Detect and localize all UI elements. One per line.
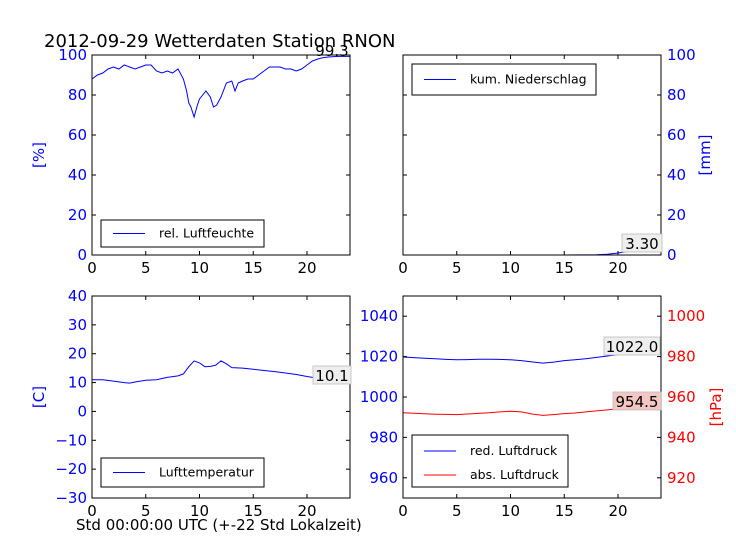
panel-temperature: 0 5 10 15 20 −30 −20 −10 0 10 20 30 40 [C] Lufttempera… xyxy=(30,287,351,520)
y-tick-label-temperature-5: 20 xyxy=(68,345,87,363)
annotation-temperature-box xyxy=(312,365,352,385)
series-line-humidity-0 xyxy=(91,55,350,119)
annotation-humidity: 99.3 xyxy=(315,42,348,60)
figure-title: 2012-09-29 Wetterdaten Station RNON xyxy=(44,31,396,52)
y-axis-label-humidity: [%] xyxy=(30,142,48,168)
y-tick-label-pressure-0: 960 xyxy=(369,469,398,487)
annotation-temperature: 10.1 xyxy=(315,367,348,385)
x-tick-label-humidity-1: 5 xyxy=(141,259,151,277)
y2-tick-label-pressure-2: 960 xyxy=(667,388,696,406)
annotation-pressure-red-box xyxy=(603,336,661,356)
x-tick-label-precipitation-2: 10 xyxy=(501,259,520,277)
y-tick-label-humidity-1: 20 xyxy=(68,206,87,224)
axes-frame-precipitation xyxy=(402,54,662,256)
y-tick-label-temperature-4: 10 xyxy=(68,374,87,392)
y2-axis-label-pressure: [hPa] xyxy=(707,388,725,427)
y-tick-label-temperature-2: −10 xyxy=(55,431,87,449)
legend-precipitation: kum. Niederschlag xyxy=(411,63,597,96)
series-line-temperature-0 xyxy=(92,360,351,384)
annotation-pressure-abs-box xyxy=(612,391,662,411)
y-tick-label-precipitation-5: 100 xyxy=(667,46,696,64)
x-tick-label-temperature-0: 0 xyxy=(87,502,97,520)
x-tick-label-pressure-0: 0 xyxy=(398,502,408,520)
panel-humidity: 0 5 10 15 20 0 20 40 60 80 100 [%] rel. Luftfeuchte xyxy=(30,46,351,277)
y-tick-label-precipitation-2: 40 xyxy=(667,166,686,184)
legend-label-precipitation-0: kum. Niederschlag xyxy=(470,72,587,87)
y-tick-label-pressure-1: 980 xyxy=(369,428,398,446)
legend-box-pressure xyxy=(411,434,569,488)
x-tick-label-pressure-1: 5 xyxy=(452,502,462,520)
x-tick-label-temperature-3: 15 xyxy=(244,502,263,520)
y2-tick-label-pressure-0: 920 xyxy=(667,469,696,487)
x-tick-label-pressure-2: 10 xyxy=(501,502,520,520)
annotation-pressure-abs: 954.5 xyxy=(616,393,659,411)
axes-frame-temperature xyxy=(91,295,351,499)
y-tick-label-humidity-0: 0 xyxy=(77,246,87,264)
x-tick-label-precipitation-1: 5 xyxy=(452,259,462,277)
y-tick-label-humidity-2: 40 xyxy=(68,166,87,184)
x-axis-caption: Std 00:00:00 UTC (+-22 Std Lokalzeit) xyxy=(76,516,362,534)
y-tick-label-pressure-2: 1000 xyxy=(360,388,398,406)
y-tick-label-precipitation-3: 60 xyxy=(667,126,686,144)
panel-precipitation: 0 5 10 15 20 0 20 40 60 80 100 [mm] kum. Niederschla… xyxy=(398,46,714,277)
annotation-precipitation: 3.30 xyxy=(625,235,658,253)
y-tick-label-humidity-3: 60 xyxy=(68,126,87,144)
legend-temperature: Lufttemperatur xyxy=(100,457,265,488)
y-axis-label-precipitation: [mm] xyxy=(696,135,714,176)
y-tick-label-humidity-4: 80 xyxy=(68,86,87,104)
y-tick-label-temperature-3: 0 xyxy=(77,402,87,420)
y2-tick-label-pressure-4: 1000 xyxy=(667,307,705,325)
axes-frame-humidity xyxy=(91,54,351,256)
x-tick-label-temperature-1: 5 xyxy=(141,502,151,520)
y-axis-label-temperature: [C] xyxy=(30,386,48,408)
legend-humidity: rel. Luftfeuchte xyxy=(100,219,265,248)
legend-pressure: red. Luftdruck abs. Luftdruck xyxy=(411,434,569,488)
x-tick-label-precipitation-4: 20 xyxy=(608,259,627,277)
x-tick-label-temperature-4: 20 xyxy=(297,502,316,520)
x-tick-label-humidity-3: 15 xyxy=(244,259,263,277)
x-tick-label-temperature-2: 10 xyxy=(190,502,209,520)
x-tick-label-humidity-2: 10 xyxy=(190,259,209,277)
x-tick-label-pressure-4: 20 xyxy=(608,502,627,520)
x-tick-label-pressure-3: 15 xyxy=(555,502,574,520)
y-tick-label-temperature-7: 40 xyxy=(68,287,87,305)
y-tick-label-precipitation-0: 0 xyxy=(667,246,677,264)
x-tick-label-humidity-4: 20 xyxy=(297,259,316,277)
legend-label-pressure-1: abs. Luftdruck xyxy=(470,467,560,482)
legend-label-pressure-0: red. Luftdruck xyxy=(470,443,558,458)
annotation-pressure-red: 1022.0 xyxy=(606,338,659,356)
y-tick-label-temperature-1: −20 xyxy=(55,460,87,478)
panel-pressure: 0 5 10 15 20 960 980 1000 1020 1040 920 940 960 980 10… xyxy=(360,295,725,520)
annotation-precipitation-box xyxy=(621,233,663,253)
legend-label-humidity-0: rel. Luftfeuchte xyxy=(159,226,254,241)
x-tick-label-precipitation-3: 15 xyxy=(555,259,574,277)
y-tick-label-precipitation-1: 20 xyxy=(667,206,686,224)
y-tick-label-pressure-4: 1040 xyxy=(360,307,398,325)
x-tick-label-precipitation-0: 0 xyxy=(398,259,408,277)
y-tick-label-pressure-3: 1020 xyxy=(360,348,398,366)
y-tick-label-temperature-0: −30 xyxy=(55,489,87,507)
y2-tick-label-pressure-1: 940 xyxy=(667,428,696,446)
y-tick-label-precipitation-4: 80 xyxy=(667,86,686,104)
y-tick-label-humidity-5: 100 xyxy=(58,46,87,64)
y2-tick-label-pressure-3: 980 xyxy=(667,348,696,366)
legend-label-temperature-0: Lufttemperatur xyxy=(159,465,255,480)
x-tick-label-humidity-0: 0 xyxy=(87,259,97,277)
y-tick-label-temperature-6: 30 xyxy=(68,316,87,334)
